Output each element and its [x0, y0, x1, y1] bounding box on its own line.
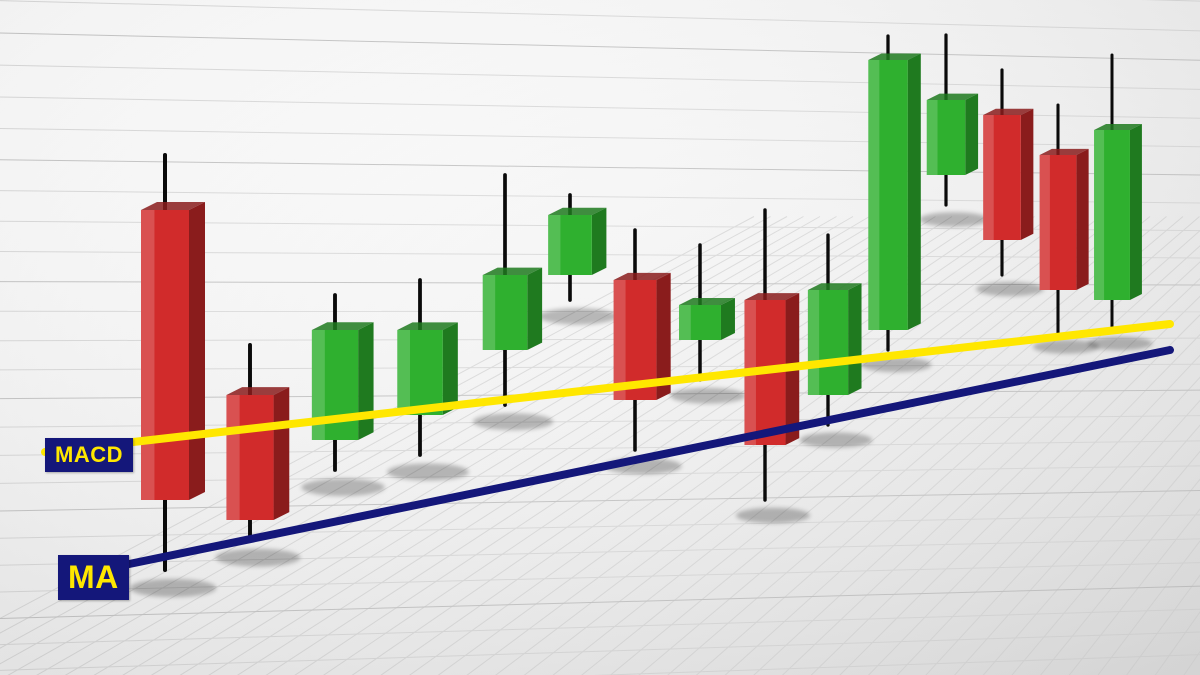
ma-label: MA: [58, 555, 129, 600]
candlestick-chart: MACD MA: [0, 0, 1200, 675]
macd-label: MACD: [45, 438, 133, 472]
chart-svg: [0, 0, 1200, 675]
